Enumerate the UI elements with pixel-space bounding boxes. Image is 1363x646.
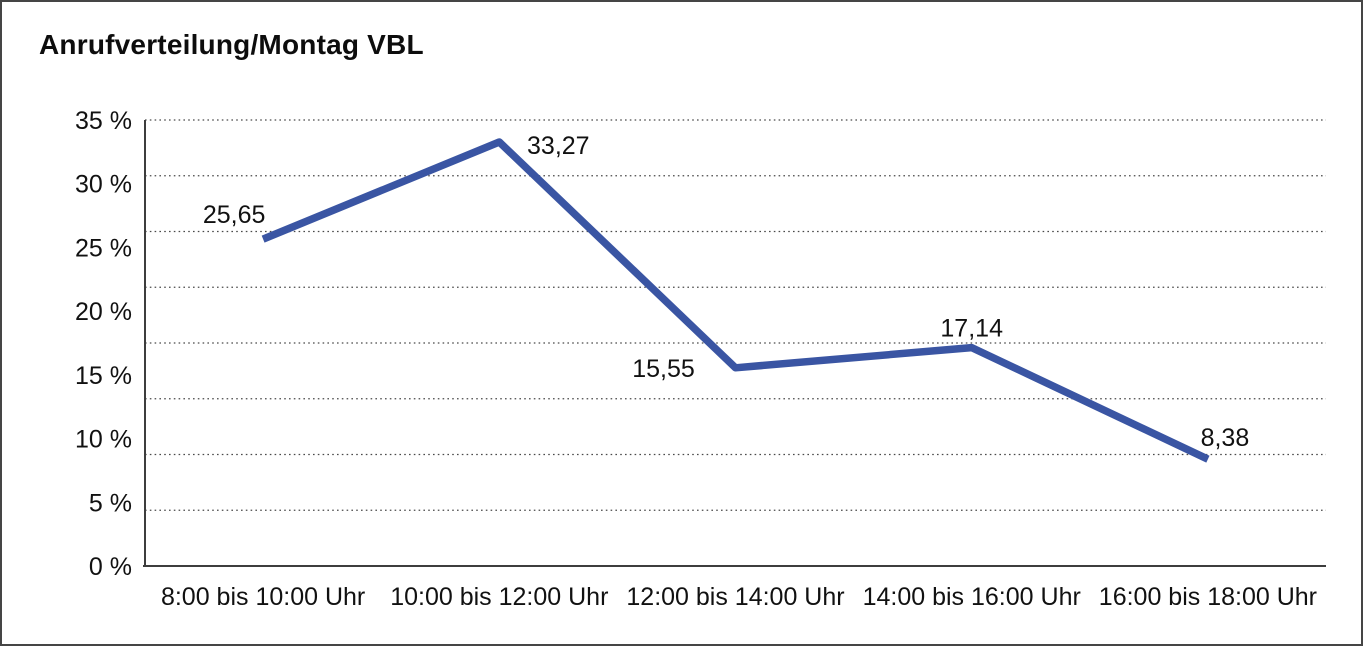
y-tick-label: 0 % — [89, 553, 132, 581]
x-category-label: 8:00 bis 10:00 Uhr — [161, 583, 365, 611]
y-tick-label: 10 % — [75, 426, 132, 454]
y-tick-label: 5 % — [89, 489, 132, 517]
data-series-line — [261, 138, 1210, 463]
data-point-label: 33,27 — [527, 132, 590, 160]
data-point-label: 15,55 — [632, 355, 695, 383]
chart-title: Anrufverteilung/Montag VBL — [39, 29, 424, 60]
data-point-label: 25,65 — [203, 201, 266, 229]
y-tick-label: 20 % — [75, 298, 132, 326]
y-tick-label: 15 % — [75, 362, 132, 390]
data-point-label: 17,14 — [940, 315, 1003, 343]
x-category-label: 16:00 bis 18:00 Uhr — [1099, 583, 1317, 611]
y-tick-label: 25 % — [75, 234, 132, 262]
y-tick-label: 35 % — [75, 107, 132, 135]
y-tick-label: 30 % — [75, 171, 132, 199]
x-category-label: 10:00 bis 12:00 Uhr — [390, 583, 608, 611]
x-category-label: 12:00 bis 14:00 Uhr — [626, 583, 844, 611]
data-point-label: 8,38 — [1201, 424, 1250, 452]
x-category-label: 14:00 bis 16:00 Uhr — [863, 583, 1081, 611]
